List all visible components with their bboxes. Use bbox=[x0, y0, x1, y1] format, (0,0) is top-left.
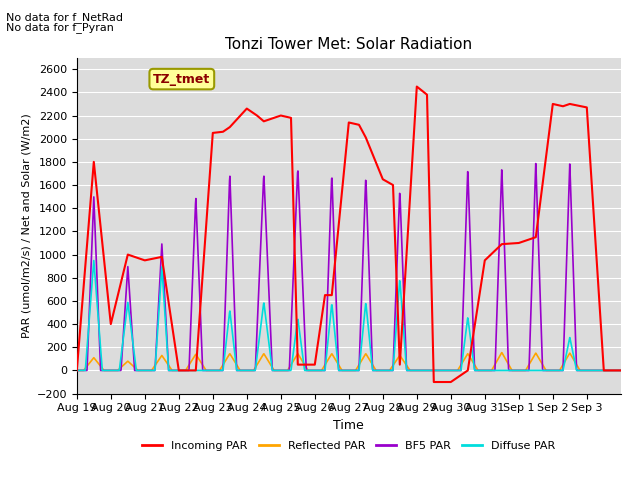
X-axis label: Time: Time bbox=[333, 419, 364, 432]
Legend: Incoming PAR, Reflected PAR, BF5 PAR, Diffuse PAR: Incoming PAR, Reflected PAR, BF5 PAR, Di… bbox=[138, 436, 560, 455]
Text: No data for f_NetRad: No data for f_NetRad bbox=[6, 12, 124, 23]
Y-axis label: PAR (umol/m2/s) / Net and Solar (W/m2): PAR (umol/m2/s) / Net and Solar (W/m2) bbox=[21, 113, 31, 338]
Text: TZ_tmet: TZ_tmet bbox=[153, 72, 211, 85]
Text: No data for f_Pyran: No data for f_Pyran bbox=[6, 22, 115, 33]
Title: Tonzi Tower Met: Solar Radiation: Tonzi Tower Met: Solar Radiation bbox=[225, 37, 472, 52]
